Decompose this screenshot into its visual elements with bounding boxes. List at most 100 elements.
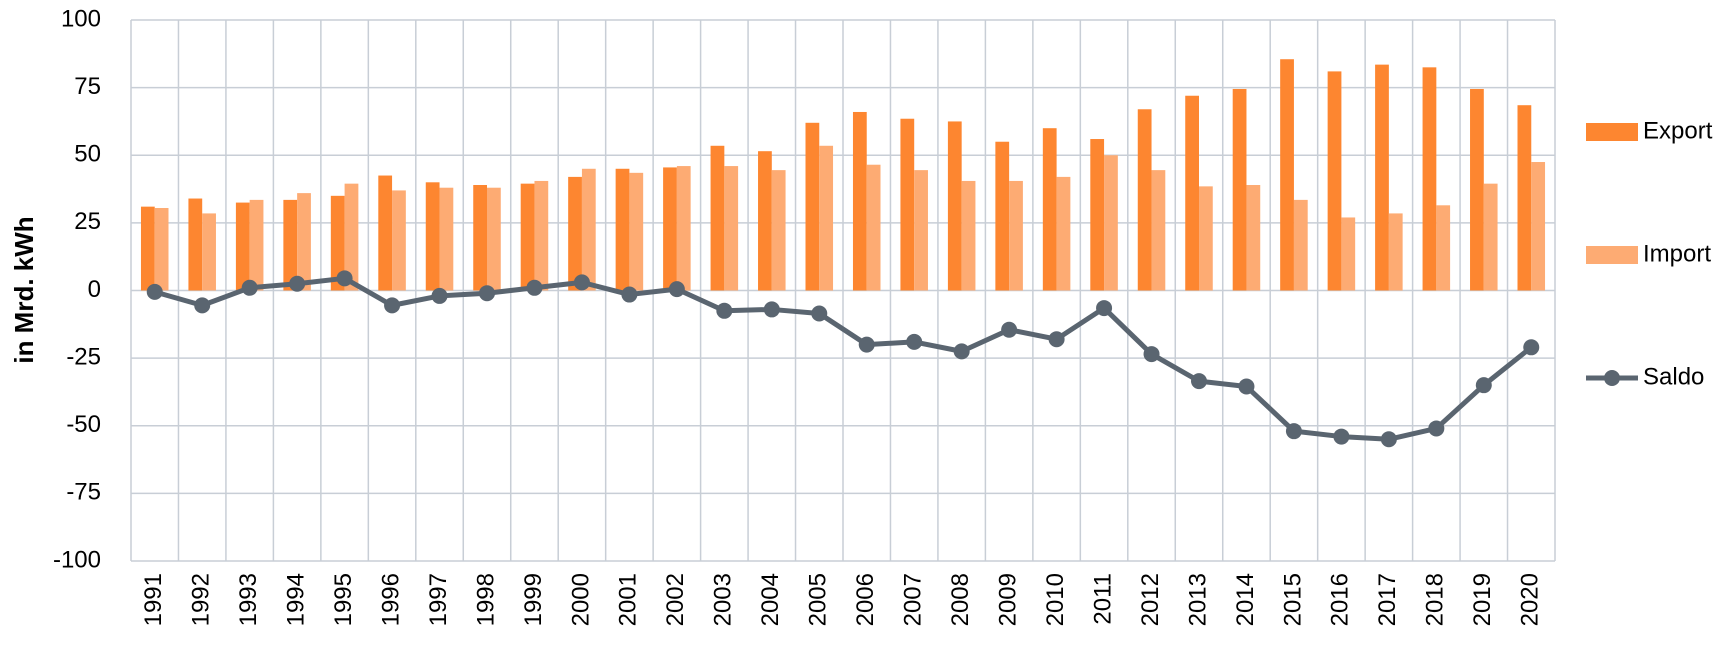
bar [1246, 185, 1261, 291]
x-tick-label: 1992 [188, 573, 215, 626]
point [668, 281, 685, 298]
point [1475, 377, 1492, 394]
x-tick-label: 1999 [520, 573, 547, 626]
bar [1042, 128, 1057, 291]
point [953, 343, 970, 360]
x-tick-label: 2016 [1327, 573, 1354, 626]
bar [1137, 109, 1152, 291]
point [526, 279, 543, 296]
bar [758, 151, 772, 291]
bar [1517, 105, 1532, 291]
bar [283, 199, 298, 291]
x-tick-label: 2001 [615, 573, 642, 626]
point [1380, 431, 1397, 448]
x-tick-label: 2020 [1517, 573, 1544, 626]
bar [188, 198, 203, 291]
x-tick-label: 1994 [282, 573, 309, 626]
bar [297, 193, 311, 291]
x-tick-label: 2019 [1469, 573, 1496, 626]
bar [249, 199, 264, 291]
bar [1104, 155, 1118, 291]
bar [344, 183, 359, 291]
x-tick-label: 1996 [377, 573, 404, 626]
point [336, 270, 353, 287]
x-tick-label: 2007 [900, 573, 927, 626]
x-tick-label: 2009 [994, 573, 1021, 626]
y-tick-label: 75 [74, 73, 101, 100]
bar [1483, 183, 1498, 291]
bar [1388, 213, 1403, 291]
bar [330, 195, 345, 291]
x-tick-label: 1998 [472, 573, 499, 626]
bar [805, 122, 820, 291]
point [1096, 300, 1113, 317]
bar [1151, 170, 1166, 291]
x-tick-label: 2004 [757, 573, 784, 626]
bar [140, 206, 155, 291]
point [716, 302, 733, 319]
legend-label: Export [1643, 117, 1713, 144]
bar [202, 213, 216, 291]
y-tick-label: 50 [74, 141, 101, 168]
point [1285, 423, 1302, 440]
y-tick-label: -75 [66, 479, 101, 506]
point [241, 279, 258, 296]
y-tick-label: -100 [53, 546, 101, 573]
bar [724, 166, 739, 291]
point [1191, 373, 1207, 390]
bar [852, 111, 867, 291]
bar [900, 118, 915, 291]
y-tick-label: 0 [88, 276, 101, 303]
point [1523, 339, 1540, 356]
point [1143, 346, 1160, 363]
bar [1422, 67, 1437, 291]
bar [425, 182, 440, 291]
bar [439, 187, 454, 291]
bar [663, 167, 677, 291]
y-tick-label: 25 [74, 208, 101, 235]
x-tick-label: 2005 [805, 573, 832, 626]
bar [568, 176, 582, 291]
bar [392, 190, 406, 291]
x-tick-label: 2000 [567, 573, 594, 626]
bar [1280, 59, 1294, 291]
legend-swatch [1604, 370, 1620, 386]
bar [1056, 176, 1071, 291]
x-tick-label: 2012 [1137, 573, 1164, 626]
x-tick-label: 2010 [1042, 573, 1069, 626]
bar [1470, 88, 1484, 291]
bar [615, 168, 630, 291]
bar [1090, 139, 1105, 291]
x-tick-label: 2015 [1279, 573, 1306, 626]
x-tick-label: 2017 [1374, 573, 1401, 626]
x-tick-label: 2002 [662, 573, 689, 626]
y-tick-label: 100 [61, 5, 101, 32]
point [906, 333, 923, 350]
bar [866, 164, 881, 291]
bar [961, 180, 976, 291]
y-tick-label: -50 [66, 411, 101, 438]
bar [947, 121, 962, 291]
bar [629, 172, 644, 291]
x-tick-label: 1995 [330, 573, 357, 626]
legend-label: Import [1643, 240, 1711, 267]
point [858, 336, 875, 353]
x-tick-label: 2014 [1232, 573, 1259, 626]
bar [676, 166, 691, 291]
bar [520, 183, 535, 291]
x-tick-label: 1993 [235, 573, 262, 626]
bar [1375, 64, 1389, 291]
bar [235, 202, 250, 291]
bar [534, 180, 549, 291]
bar [1009, 180, 1023, 291]
bar [771, 170, 786, 291]
y-axis-label: in Mrd. kWh [9, 216, 39, 363]
y-tick-label: -25 [66, 343, 101, 370]
point [146, 283, 163, 300]
bar [154, 207, 169, 291]
point [573, 274, 590, 291]
bar [819, 145, 834, 291]
bar [1436, 205, 1451, 291]
legend-label: Saldo [1643, 363, 1704, 390]
